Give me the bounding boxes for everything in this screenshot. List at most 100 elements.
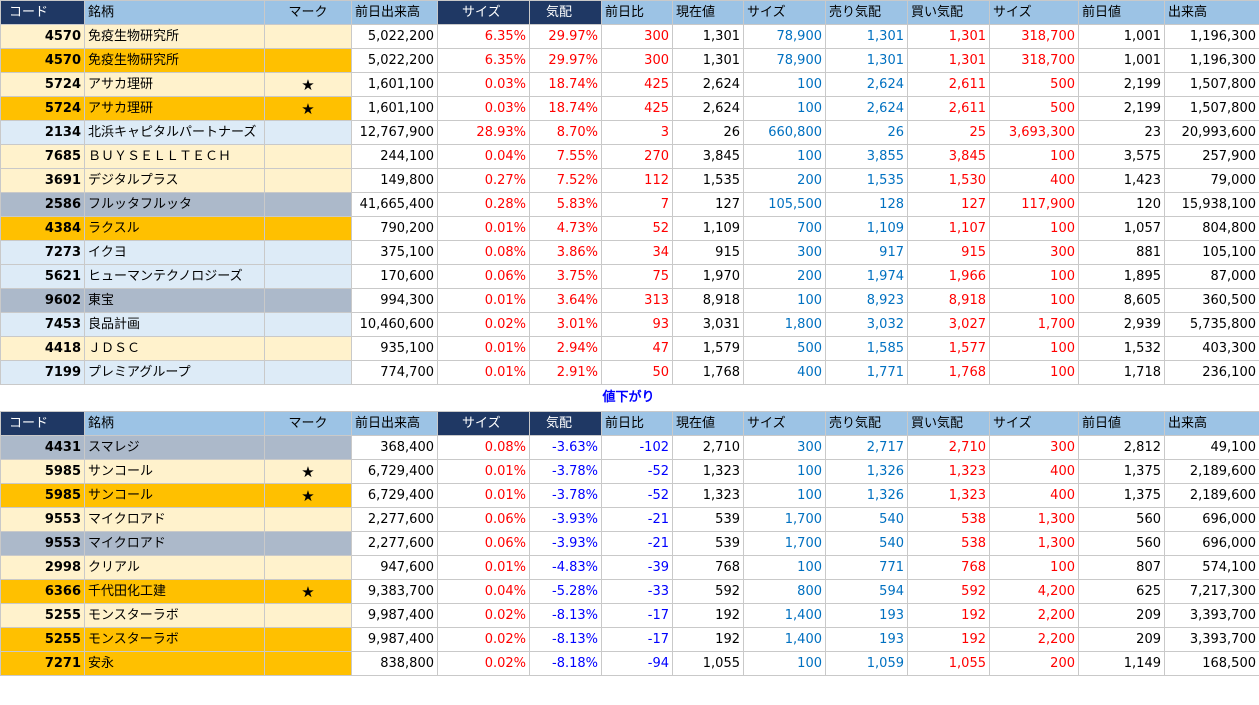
quote-pct-cell[interactable]: -8.13%	[529, 627, 602, 652]
prev-close-cell[interactable]: 23	[1078, 120, 1165, 145]
size-cell[interactable]: 78,900	[743, 48, 826, 73]
prev-close-cell[interactable]: 3,575	[1078, 144, 1165, 169]
price-cell[interactable]: 192	[672, 627, 744, 652]
table-row[interactable]: 4570 免疫生物研究所 5,022,200 6.35% 29.97% 300 1,301 7…	[0, 48, 1259, 73]
size-cell[interactable]: 300	[743, 435, 826, 460]
mark-cell[interactable]	[264, 168, 352, 193]
price-cell[interactable]: 26	[672, 120, 744, 145]
bid-cell[interactable]: 192	[907, 603, 990, 628]
size-pct-cell[interactable]: 0.08%	[437, 240, 530, 265]
price-cell[interactable]: 3,031	[672, 312, 744, 337]
bid-cell[interactable]: 2,710	[907, 435, 990, 460]
size2-cell[interactable]: 100	[989, 144, 1079, 169]
size2-cell[interactable]: 4,200	[989, 579, 1079, 604]
table-row[interactable]: 2586 フルッタフルッタ 41,665,400 0.28% 5.83% 7 127 105,…	[0, 192, 1259, 217]
name-cell[interactable]: ラクスル	[84, 216, 265, 241]
size2-cell[interactable]: 200	[989, 651, 1079, 676]
quote-pct-cell[interactable]: 3.86%	[529, 240, 602, 265]
code-cell[interactable]: 7685	[0, 144, 85, 169]
mark-cell[interactable]: ★	[264, 72, 352, 97]
size2-cell[interactable]: 2,200	[989, 627, 1079, 652]
mark-cell[interactable]	[264, 312, 352, 337]
prev-close-cell[interactable]: 807	[1078, 555, 1165, 580]
ask-cell[interactable]: 540	[825, 531, 908, 556]
size-cell[interactable]: 100	[743, 288, 826, 313]
size-pct-cell[interactable]: 0.04%	[437, 579, 530, 604]
quote-pct-cell[interactable]: 18.74%	[529, 72, 602, 97]
volume-cell[interactable]: 3,393,700	[1164, 603, 1259, 628]
volume-cell[interactable]: 20,993,600	[1164, 120, 1259, 145]
code-cell[interactable]: 5621	[0, 264, 85, 289]
table-row[interactable]: 5985 サンコール ★ 6,729,400 0.01% -3.78% -52 1,323 10…	[0, 459, 1259, 484]
size-pct-cell[interactable]: 0.01%	[437, 216, 530, 241]
size-pct-cell[interactable]: 0.08%	[437, 435, 530, 460]
size-pct-cell[interactable]: 0.01%	[437, 288, 530, 313]
quote-pct-cell[interactable]: 3.75%	[529, 264, 602, 289]
size2-cell[interactable]: 117,900	[989, 192, 1079, 217]
prev-volume-cell[interactable]: 5,022,200	[351, 24, 438, 49]
name-header[interactable]: 銘柄	[84, 0, 265, 25]
name-cell[interactable]: ＪＤＳＣ	[84, 336, 265, 361]
quote-pct-cell[interactable]: 2.94%	[529, 336, 602, 361]
table-row[interactable]: 4431 スマレジ 368,400 0.08% -3.63% -102 2,710 300 2,…	[0, 435, 1259, 460]
code-cell[interactable]: 9553	[0, 531, 85, 556]
bid-cell[interactable]: 1,107	[907, 216, 990, 241]
volume-cell[interactable]: 105,100	[1164, 240, 1259, 265]
size-cell[interactable]: 200	[743, 168, 826, 193]
bid-cell[interactable]: 3,027	[907, 312, 990, 337]
quote-pct-cell[interactable]: 3.64%	[529, 288, 602, 313]
prev-volume-cell[interactable]: 1,601,100	[351, 72, 438, 97]
size-header[interactable]: サイズ	[743, 411, 826, 436]
bid-cell[interactable]: 25	[907, 120, 990, 145]
prev-volume-cell[interactable]: 170,600	[351, 264, 438, 289]
table-row[interactable]: 5255 モンスターラボ 9,987,400 0.02% -8.13% -17 192 1,4…	[0, 627, 1259, 652]
size-pct-cell[interactable]: 0.01%	[437, 360, 530, 385]
change-cell[interactable]: 425	[601, 96, 673, 121]
bid-cell[interactable]: 1,768	[907, 360, 990, 385]
prev-volume-cell[interactable]: 9,383,700	[351, 579, 438, 604]
bid-cell[interactable]: 538	[907, 507, 990, 532]
code-cell[interactable]: 2586	[0, 192, 85, 217]
bid-cell[interactable]: 2,611	[907, 96, 990, 121]
volume-cell[interactable]: 2,189,600	[1164, 483, 1259, 508]
volume-cell[interactable]: 1,507,800	[1164, 72, 1259, 97]
prev-close-cell[interactable]: 1,149	[1078, 651, 1165, 676]
ask-cell[interactable]: 1,974	[825, 264, 908, 289]
name-cell[interactable]: 良品計画	[84, 312, 265, 337]
bid-cell[interactable]: 1,530	[907, 168, 990, 193]
size-pct-cell[interactable]: 6.35%	[437, 48, 530, 73]
prev-volume-cell[interactable]: 790,200	[351, 216, 438, 241]
change-cell[interactable]: -33	[601, 579, 673, 604]
mark-cell[interactable]	[264, 216, 352, 241]
table-row[interactable]: 5255 モンスターラボ 9,987,400 0.02% -8.13% -17 192 1,4…	[0, 603, 1259, 628]
quote-pct-cell[interactable]: -8.18%	[529, 651, 602, 676]
quote-pct-header[interactable]: 気配	[529, 0, 602, 25]
size-pct-cell[interactable]: 0.06%	[437, 264, 530, 289]
code-cell[interactable]: 4384	[0, 216, 85, 241]
prev-close-cell[interactable]: 1,718	[1078, 360, 1165, 385]
size2-cell[interactable]: 500	[989, 72, 1079, 97]
ask-cell[interactable]: 2,624	[825, 72, 908, 97]
prev-close-cell[interactable]: 1,057	[1078, 216, 1165, 241]
name-cell[interactable]: 北浜キャピタルパートナーズ	[84, 120, 265, 145]
bid-cell[interactable]: 1,301	[907, 24, 990, 49]
ask-cell[interactable]: 1,301	[825, 48, 908, 73]
change-cell[interactable]: 270	[601, 144, 673, 169]
quote-pct-cell[interactable]: 4.73%	[529, 216, 602, 241]
bid-cell[interactable]: 1,301	[907, 48, 990, 73]
name-cell[interactable]: プレミアグループ	[84, 360, 265, 385]
bid-cell[interactable]: 915	[907, 240, 990, 265]
size-pct-cell[interactable]: 0.03%	[437, 96, 530, 121]
prev-close-cell[interactable]: 1,532	[1078, 336, 1165, 361]
ask-cell[interactable]: 1,301	[825, 24, 908, 49]
name-cell[interactable]: 東宝	[84, 288, 265, 313]
bid-cell[interactable]: 1,966	[907, 264, 990, 289]
prev-volume-cell[interactable]: 774,700	[351, 360, 438, 385]
size-pct-cell[interactable]: 28.93%	[437, 120, 530, 145]
name-cell[interactable]: ＢＵＹＳＥＬＬＴＥＣＨ	[84, 144, 265, 169]
ask-cell[interactable]: 128	[825, 192, 908, 217]
size-cell[interactable]: 100	[743, 459, 826, 484]
ask-cell[interactable]: 1,326	[825, 483, 908, 508]
name-cell[interactable]: 免疫生物研究所	[84, 48, 265, 73]
size2-cell[interactable]: 100	[989, 336, 1079, 361]
